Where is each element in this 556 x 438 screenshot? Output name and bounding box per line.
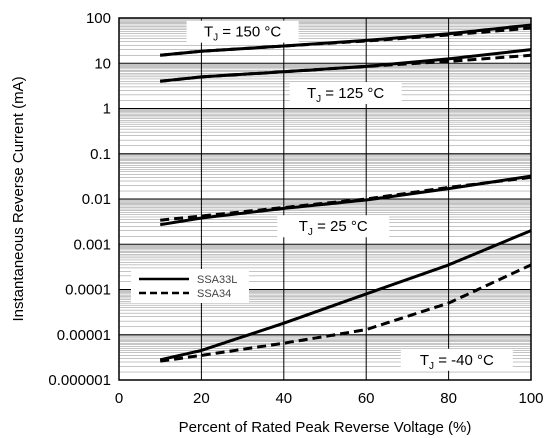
legend-label-ssa34: SSA34 xyxy=(197,288,231,300)
plot-frame xyxy=(118,17,532,381)
x-tick-label: 20 xyxy=(193,390,210,407)
annotation-tm40: TJ = -40 °C xyxy=(420,352,494,372)
x-tick-label: 40 xyxy=(275,390,292,407)
series-line-ssa34-tj25 xyxy=(160,175,532,222)
y-tick-label: 0.01 xyxy=(82,191,111,208)
legend: SSA33L SSA34 xyxy=(131,269,249,303)
series-line-ssa34-tj125 xyxy=(160,53,532,83)
legend-box xyxy=(131,269,249,303)
x-axis-label: Percent of Rated Peak Reverse Voltage (%… xyxy=(179,419,472,436)
annotation-layer: TJ = 150 °C TJ = 125 °C TJ = 25 °C TJ = -40… xyxy=(186,20,513,372)
y-tick-label: 0.0001 xyxy=(65,282,111,299)
annotation-t150: TJ = 150 °C xyxy=(204,24,281,44)
minor-gridlines xyxy=(119,18,531,373)
series-line-ssa33l-tj-40 xyxy=(159,229,532,362)
annotation-background xyxy=(400,348,513,371)
y-tick-label: 0.1 xyxy=(90,146,111,163)
x-tick-label: 60 xyxy=(358,390,375,407)
annotation-t125: TJ = 125 °C xyxy=(307,85,384,105)
y-tick-label: 10 xyxy=(94,55,111,72)
y-tick-label: 0.00001 xyxy=(57,327,111,344)
x-tick-label: 0 xyxy=(115,390,123,407)
y-tick-label: 100 xyxy=(86,10,111,27)
x-tick-label: 100 xyxy=(518,390,543,407)
tick-labels: 0.000001 0.00001 0.0001 0.001 0.01 0.1 1 10 100 0… xyxy=(48,10,543,407)
series-line-ssa33l-tj25 xyxy=(159,174,532,227)
series-line-ssa34-tj150 xyxy=(160,26,532,57)
legend-label-ssa33l: SSA33L xyxy=(197,274,237,286)
annotation-background xyxy=(186,20,299,43)
x-tick-label: 80 xyxy=(440,390,457,407)
y-tick-label: 0.001 xyxy=(73,236,111,253)
series-layer xyxy=(159,23,532,363)
series-line-ssa34-tj-40 xyxy=(159,263,532,363)
annotation-background xyxy=(289,82,402,105)
y-tick-label: 1 xyxy=(103,101,111,118)
annotation-t25: TJ = 25 °C xyxy=(299,218,368,238)
annotation-background xyxy=(277,215,390,238)
y-axis-label: Instantaneous Reverse Current (mA) xyxy=(10,76,27,321)
y-tick-label: 0.000001 xyxy=(48,372,111,389)
